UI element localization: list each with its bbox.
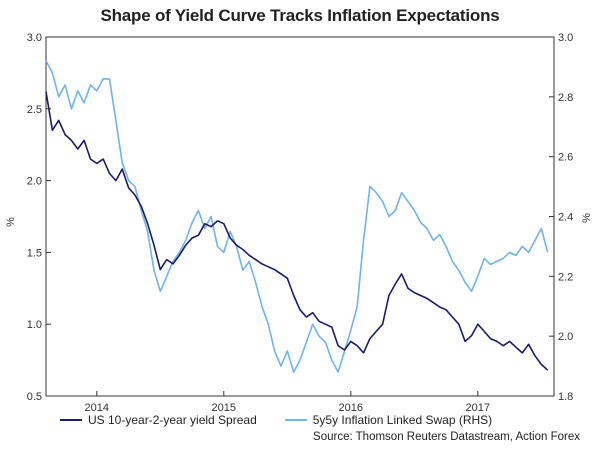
legend-swatch-swap [284,419,307,421]
legend-label-spread: US 10-year-2-year yield Spread [88,413,257,427]
right-tick-label: 2.0 [558,331,573,343]
legend-item-swap: 5y5y Inflation Linked Swap (RHS) [284,413,493,427]
left-tick-label: 1.5 [27,247,42,259]
right-tick-label: 1.8 [558,391,573,403]
right-tick-label: 2.4 [558,212,573,224]
x-axis: 2014 2015 2016 2017 [85,391,490,414]
legend-item-spread: US 10-year-2-year yield Spread [60,413,257,427]
legend: US 10-year-2-year yield Spread 5y5y Infl… [60,413,492,427]
right-tick-label: 2.2 [558,271,573,283]
plot-area-frame [45,36,555,397]
x-tick-label: 2015 [212,402,236,414]
right-axis: 3.0 2.8 2.6 2.4 2.2 2.0 1.8 [549,32,573,403]
right-tick-label: 3.0 [558,32,573,44]
chart-title: Shape of Yield Curve Tracks Inflation Ex… [100,6,500,25]
left-tick-label: 2.0 [27,176,42,188]
left-tick-label: 1.0 [27,319,42,331]
x-tick-label: 2014 [85,402,109,414]
left-tick-label: 0.5 [27,391,42,403]
series-line-swap [45,60,549,373]
x-tick-label: 2016 [339,402,363,414]
legend-label-swap: 5y5y Inflation Linked Swap (RHS) [312,413,493,427]
left-tick-label: 2.5 [27,104,42,116]
right-tick-label: 2.6 [558,152,573,164]
right-tick-label: 2.8 [558,92,573,104]
series-layer [45,60,549,373]
series-line-spread [45,91,549,371]
x-tick-label: 2017 [466,402,490,414]
left-tick-label: 3.0 [27,32,42,44]
legend-swatch-spread [60,419,82,421]
source-note: Source: Thomson Reuters Datastream, Acti… [313,431,580,443]
right-axis-unit: % [581,213,593,223]
left-axis: 3.0 2.5 2.0 1.5 1.0 0.5 [27,32,51,403]
left-axis-unit: % [5,217,17,227]
